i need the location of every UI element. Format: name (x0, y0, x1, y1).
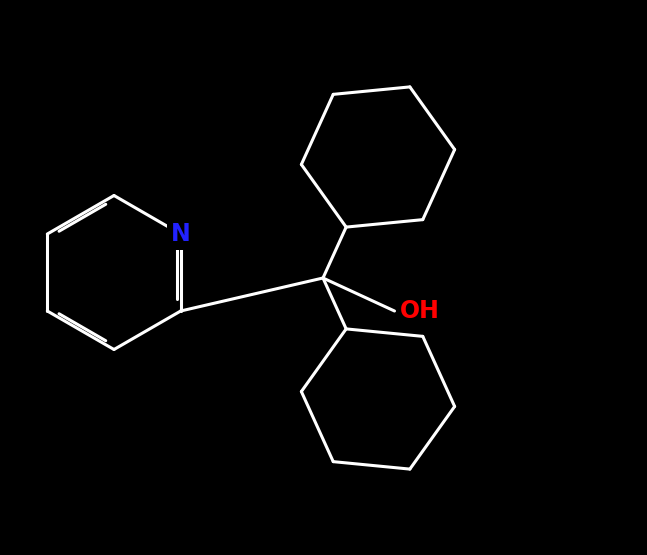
Text: OH: OH (399, 299, 439, 323)
Text: N: N (171, 222, 191, 246)
